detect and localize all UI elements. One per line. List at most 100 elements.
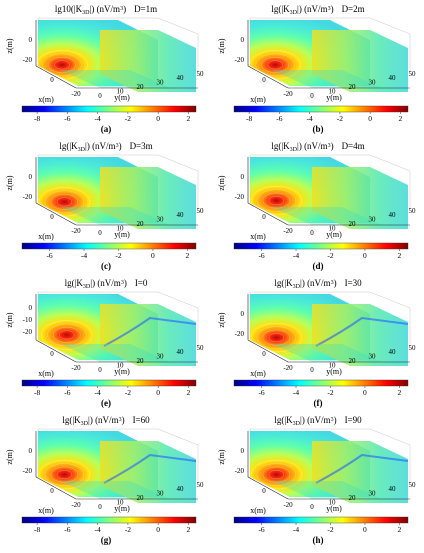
colorbar-tick-label: 2 [398,525,402,534]
y-tick-label: 20 [137,220,145,228]
x-axis-label: x(m) [38,506,54,515]
contour-ring [41,320,93,350]
title-title_sup: 3 [331,280,334,286]
colorbar-tick-label: -4 [307,114,313,123]
y-tick-label: 50 [409,344,417,352]
x-axis [247,339,289,363]
x-axis-label: x(m) [38,232,54,241]
box-edge-top [250,291,411,346]
title-title_main: lg(|K [65,278,84,288]
y-axis-label: y(m) [114,504,130,513]
y-axis-label: y(m) [326,230,342,239]
title-title_tail: |) (nV/m [90,4,121,14]
title-title_main: lg(|K [271,4,290,14]
subfigure-label: (g) [101,535,112,545]
y-tick-label: 40 [177,74,185,82]
subfigure-label: (d) [313,261,324,271]
y-tick-label: 50 [409,481,417,489]
x-axis-label: x(m) [250,95,266,104]
box-edge-top [250,17,411,72]
colorbar-tick-label: -8 [34,114,40,123]
z-tick-label: 0 [29,36,33,44]
contour-ring [250,185,303,216]
panel-title: lg(|K3D|) (nV/m3) D=4m [271,141,364,153]
y-tick-label: 30 [157,79,165,87]
colorbar-tick-label: -2 [115,251,121,260]
x-tick-label: 0 [50,350,54,358]
title-title_main: lg10(|K [55,4,83,14]
slice-xy [272,70,382,88]
contour-ring [54,60,70,70]
y-tick-label: 0 [98,366,102,374]
contour-ring [250,459,303,490]
y-tick-label: 10 [117,362,125,370]
z-tick-label: 0 [29,447,33,455]
z-tick-label: -20 [235,193,245,201]
colorbar-tick-label: 0 [151,251,155,260]
colorbar [21,105,197,113]
z-tick-label: 0 [241,173,245,181]
slice-xy [60,207,170,225]
y-tick-label: 10 [329,362,337,370]
y-tick-label: 20 [349,220,357,228]
colorbar-tick-label: -4 [293,525,299,534]
z-axis-label: z(m) [5,175,14,190]
colorbar-tick-label: 2 [186,251,190,260]
title-title_sub: 3D [293,284,301,290]
axis-lines [247,20,410,89]
anomaly-streak [315,453,409,484]
title-title_close: ) [119,141,122,151]
colorbar-tick-label: -4 [293,251,299,260]
anomaly-streak [103,316,197,347]
contour-ring [268,333,285,343]
y-tick-label: 10 [117,88,125,96]
z-axis-label: z(m) [217,175,226,190]
contour-ring [50,194,79,210]
colorbar-tick-label: 2 [187,388,191,397]
contour-ring [38,459,91,490]
x-tick-label: 0 [262,213,266,221]
y-tick-label: 40 [177,211,185,219]
colorbar-tick-label: -2 [125,388,131,397]
x-axis [247,65,289,89]
y-tick-label: 40 [177,485,185,493]
axis-lines [247,431,410,500]
axis-lines [35,431,198,500]
colorbar-tick-label: -6 [64,388,70,397]
y-tick-label: 50 [197,70,205,78]
colorbar-tick-label: -6 [258,525,264,534]
colorbar [21,242,197,250]
z-axis-label: z(m) [217,38,226,53]
colorbar-tick-label: 2 [399,114,403,123]
y-tick-label: 30 [157,353,165,361]
title-title_close: ) [331,141,334,151]
y-tick-label: 0 [310,92,314,100]
panel-d: lg(|K3D|) (nV/m3) D=4m 0 -20 z(m) 0 -20 x(m) 0 10… [212,137,424,274]
colorbar-tick-label: -8 [246,114,252,123]
axis-lines [247,294,410,363]
contour-ring [38,187,91,217]
y-tick-label: 30 [369,79,377,87]
title-title_sup: 3 [120,6,123,12]
title-title_sub: 3D [78,147,86,153]
contour-ring [42,53,82,77]
title-title_close: ) [334,415,337,425]
z-axis-label: z(m) [217,449,226,464]
colorbar-tick-label: -6 [64,114,70,123]
colorbar-tick-label: -4 [95,388,101,397]
x-tick-label: -20 [71,90,81,98]
anomaly-streak [103,453,197,484]
colorbar [233,379,409,387]
y-tick-label: 40 [177,348,185,356]
axis-lines [35,294,198,363]
y-axis-label: y(m) [326,93,342,102]
colorbar-tick-label: 0 [156,388,160,397]
panel-title: lg10(|K3D|) (nV/m3) D=1m [55,4,157,16]
y-tick-label: 20 [349,357,357,365]
colorbar-tick-label: 2 [187,525,191,534]
x-tick-label: -20 [71,501,81,509]
y-tick-label: 10 [329,499,337,507]
y-tick-label: 50 [197,481,205,489]
panel-svg-a: lg10(|K3D|) (nV/m3) D=1m0-20z(m)0-20x(m) 0… [5,4,205,134]
